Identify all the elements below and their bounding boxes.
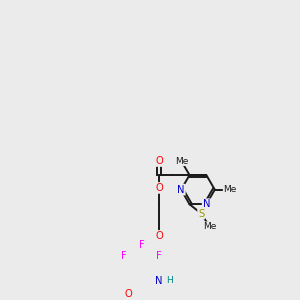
Text: N: N — [177, 184, 185, 195]
Text: Me: Me — [223, 185, 237, 194]
Text: S: S — [198, 208, 204, 219]
Text: F: F — [121, 251, 127, 261]
Text: F: F — [139, 240, 145, 250]
Text: Me: Me — [175, 157, 188, 166]
Text: N: N — [202, 199, 210, 209]
Text: Me: Me — [203, 222, 216, 231]
Text: O: O — [125, 289, 133, 299]
Text: F: F — [156, 251, 162, 261]
Text: O: O — [155, 183, 163, 193]
Text: O: O — [155, 231, 163, 241]
Text: H: H — [166, 276, 172, 285]
Text: N: N — [155, 277, 163, 286]
Text: O: O — [155, 156, 163, 166]
